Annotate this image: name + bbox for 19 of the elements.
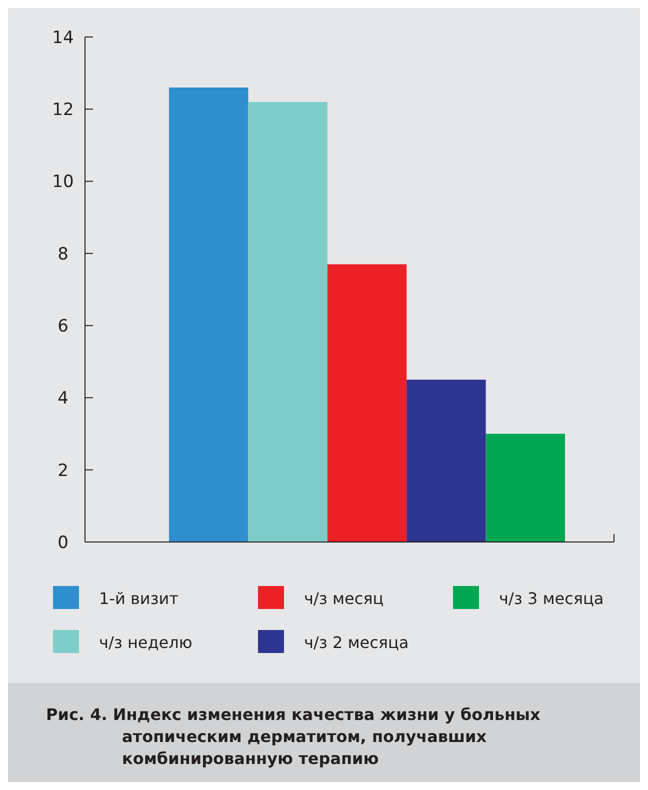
y-tick-label: 10 <box>52 172 74 192</box>
legend-label: 1-й визит <box>99 589 178 608</box>
legend-label: ч/з 3 месяца <box>499 589 604 608</box>
legend-label: ч/з 2 месяца <box>304 633 409 652</box>
y-tick-label: 8 <box>58 244 68 264</box>
y-tick-label: 14 <box>52 28 74 48</box>
legend-label: ч/з месяц <box>304 589 384 608</box>
bar <box>248 102 328 542</box>
y-tick-label: 4 <box>58 388 68 409</box>
y-tick-label: 6 <box>58 316 68 337</box>
legend-label: ч/з неделю <box>99 633 192 652</box>
y-tick-label: 2 <box>58 460 68 481</box>
text: Рис. 4. Индекс изменения качества жизни у больных атопическим дерматитом, получавших комбинированную терапию <box>46 705 541 768</box>
bar <box>327 264 407 542</box>
bar <box>486 434 565 542</box>
y-tick-label: 0 <box>58 532 68 553</box>
y-tick-label: 12 <box>52 100 74 120</box>
bar <box>169 88 248 542</box>
bar <box>406 380 486 542</box>
